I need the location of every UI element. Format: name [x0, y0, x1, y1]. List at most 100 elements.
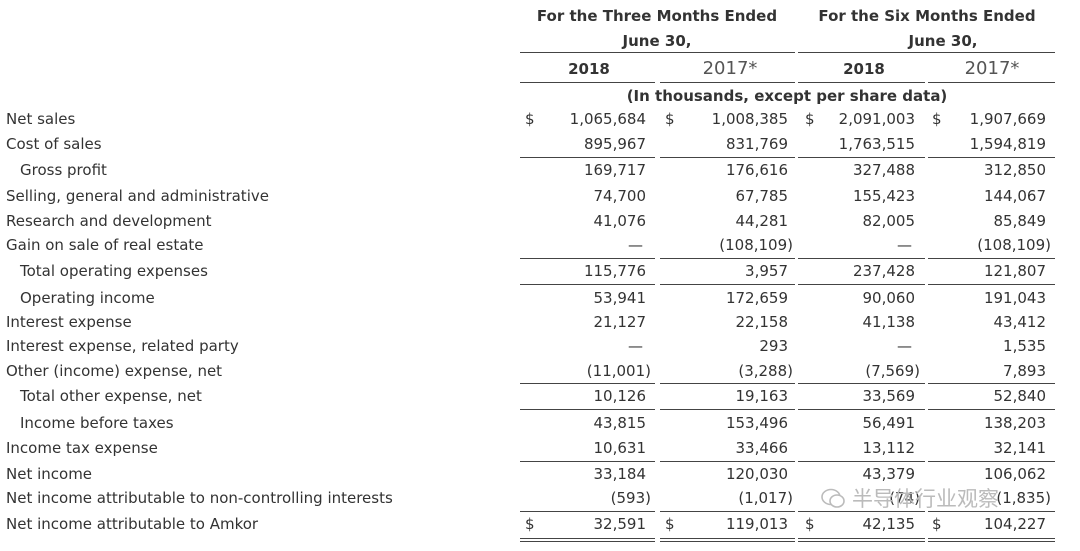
cell-value: 19,163 [735, 387, 789, 405]
cell-value: 44,281 [735, 212, 789, 230]
cell-value: 41,076 [593, 212, 647, 230]
rule [798, 383, 925, 384]
rule [798, 157, 925, 158]
rule [660, 284, 795, 285]
watermark: 半导体行业观察 [852, 487, 999, 511]
row-label: Net sales [6, 110, 76, 128]
cell-value: — [897, 236, 912, 254]
cell-value: (593) [610, 489, 651, 507]
cell-value: 327,488 [852, 161, 915, 179]
currency-sign: $ [665, 515, 675, 533]
cell-value: 67,785 [735, 187, 789, 205]
year-header: 2017* [702, 58, 758, 79]
row-label: Net income attributable to Amkor [6, 515, 259, 533]
group-header: June 30, [908, 32, 978, 50]
group-header: June 30, [622, 32, 692, 50]
row-label: Interest expense, related party [6, 337, 239, 355]
rule [660, 258, 795, 259]
row-label: Net income [6, 465, 93, 483]
rule [798, 461, 925, 462]
row-label: Selling, general and administrative [6, 187, 269, 205]
rule [520, 157, 655, 158]
rule [928, 258, 1055, 259]
cell-value: 106,062 [983, 465, 1046, 483]
cell-value: (11,001) [586, 362, 651, 380]
rule [928, 511, 1055, 512]
rule [798, 52, 1055, 53]
rule [928, 82, 1055, 83]
cell-value: 1,594,819 [969, 135, 1046, 153]
rule [660, 541, 795, 542]
cell-value: 56,491 [862, 414, 916, 432]
cell-value: 3,957 [745, 262, 788, 280]
rule [798, 82, 925, 83]
cell-value: 1,065,684 [569, 110, 646, 128]
cell-value: 7,893 [1003, 362, 1046, 380]
row-label: Other (income) expense, net [6, 362, 223, 380]
cell-value: 85,849 [993, 212, 1047, 230]
row-label: Gain on sale of real estate [6, 236, 204, 254]
cell-value: 32,141 [993, 439, 1047, 457]
cell-value: (108,109) [977, 236, 1051, 254]
rule [520, 409, 655, 410]
cell-value: 74,700 [593, 187, 647, 205]
rule [798, 538, 925, 539]
currency-sign: $ [525, 515, 535, 533]
rule [520, 258, 655, 259]
currency-sign: $ [805, 110, 815, 128]
rule [660, 383, 795, 384]
cell-value: 42,135 [862, 515, 916, 533]
cell-value: 120,030 [725, 465, 788, 483]
cell-value: 52,840 [993, 387, 1047, 405]
cell-value: 312,850 [983, 161, 1046, 179]
rule [928, 383, 1055, 384]
cell-value: 895,967 [583, 135, 646, 153]
cell-value: 153,496 [725, 414, 788, 432]
cell-value: 33,184 [593, 465, 647, 483]
currency-sign: $ [932, 515, 942, 533]
cell-value: 53,941 [593, 289, 647, 307]
currency-sign: $ [665, 110, 675, 128]
cell-value: 176,616 [725, 161, 788, 179]
cell-value: 13,112 [862, 439, 916, 457]
rule [520, 511, 655, 512]
cell-value: 169,717 [583, 161, 646, 179]
currency-sign: $ [932, 110, 942, 128]
cell-value: 119,013 [725, 515, 788, 533]
cell-value: 138,203 [983, 414, 1046, 432]
rule [520, 52, 795, 53]
row-label: Operating income [20, 289, 155, 307]
cell-value: 10,631 [593, 439, 647, 457]
cell-value: 2,091,003 [838, 110, 915, 128]
currency-sign: $ [805, 515, 815, 533]
cell-value: 10,126 [593, 387, 647, 405]
rule [660, 157, 795, 158]
cell-value: 1,535 [1003, 337, 1046, 355]
cell-value: 172,659 [725, 289, 788, 307]
cell-value: 22,158 [735, 313, 789, 331]
cell-value: 90,060 [862, 289, 916, 307]
cell-value: — [628, 236, 643, 254]
row-label: Net income attributable to non-controlli… [6, 489, 393, 507]
row-label: Research and development [6, 212, 212, 230]
cell-value: 21,127 [593, 313, 647, 331]
rule [798, 541, 925, 542]
rule [660, 461, 795, 462]
rule [798, 409, 925, 410]
rule [928, 284, 1055, 285]
cell-value: 115,776 [583, 262, 646, 280]
cell-value: 1,763,515 [838, 135, 915, 153]
cell-value: (74) [889, 489, 920, 507]
row-label: Interest expense [6, 313, 132, 331]
cell-value: 33,466 [735, 439, 789, 457]
rule [520, 82, 655, 83]
cell-value: — [628, 337, 643, 355]
currency-sign: $ [525, 110, 535, 128]
cell-value: 33,569 [862, 387, 916, 405]
rule [928, 157, 1055, 158]
cell-value: (108,109) [719, 236, 793, 254]
row-label: Income tax expense [6, 439, 158, 457]
rule [928, 538, 1055, 539]
cell-value: 43,412 [993, 313, 1047, 331]
